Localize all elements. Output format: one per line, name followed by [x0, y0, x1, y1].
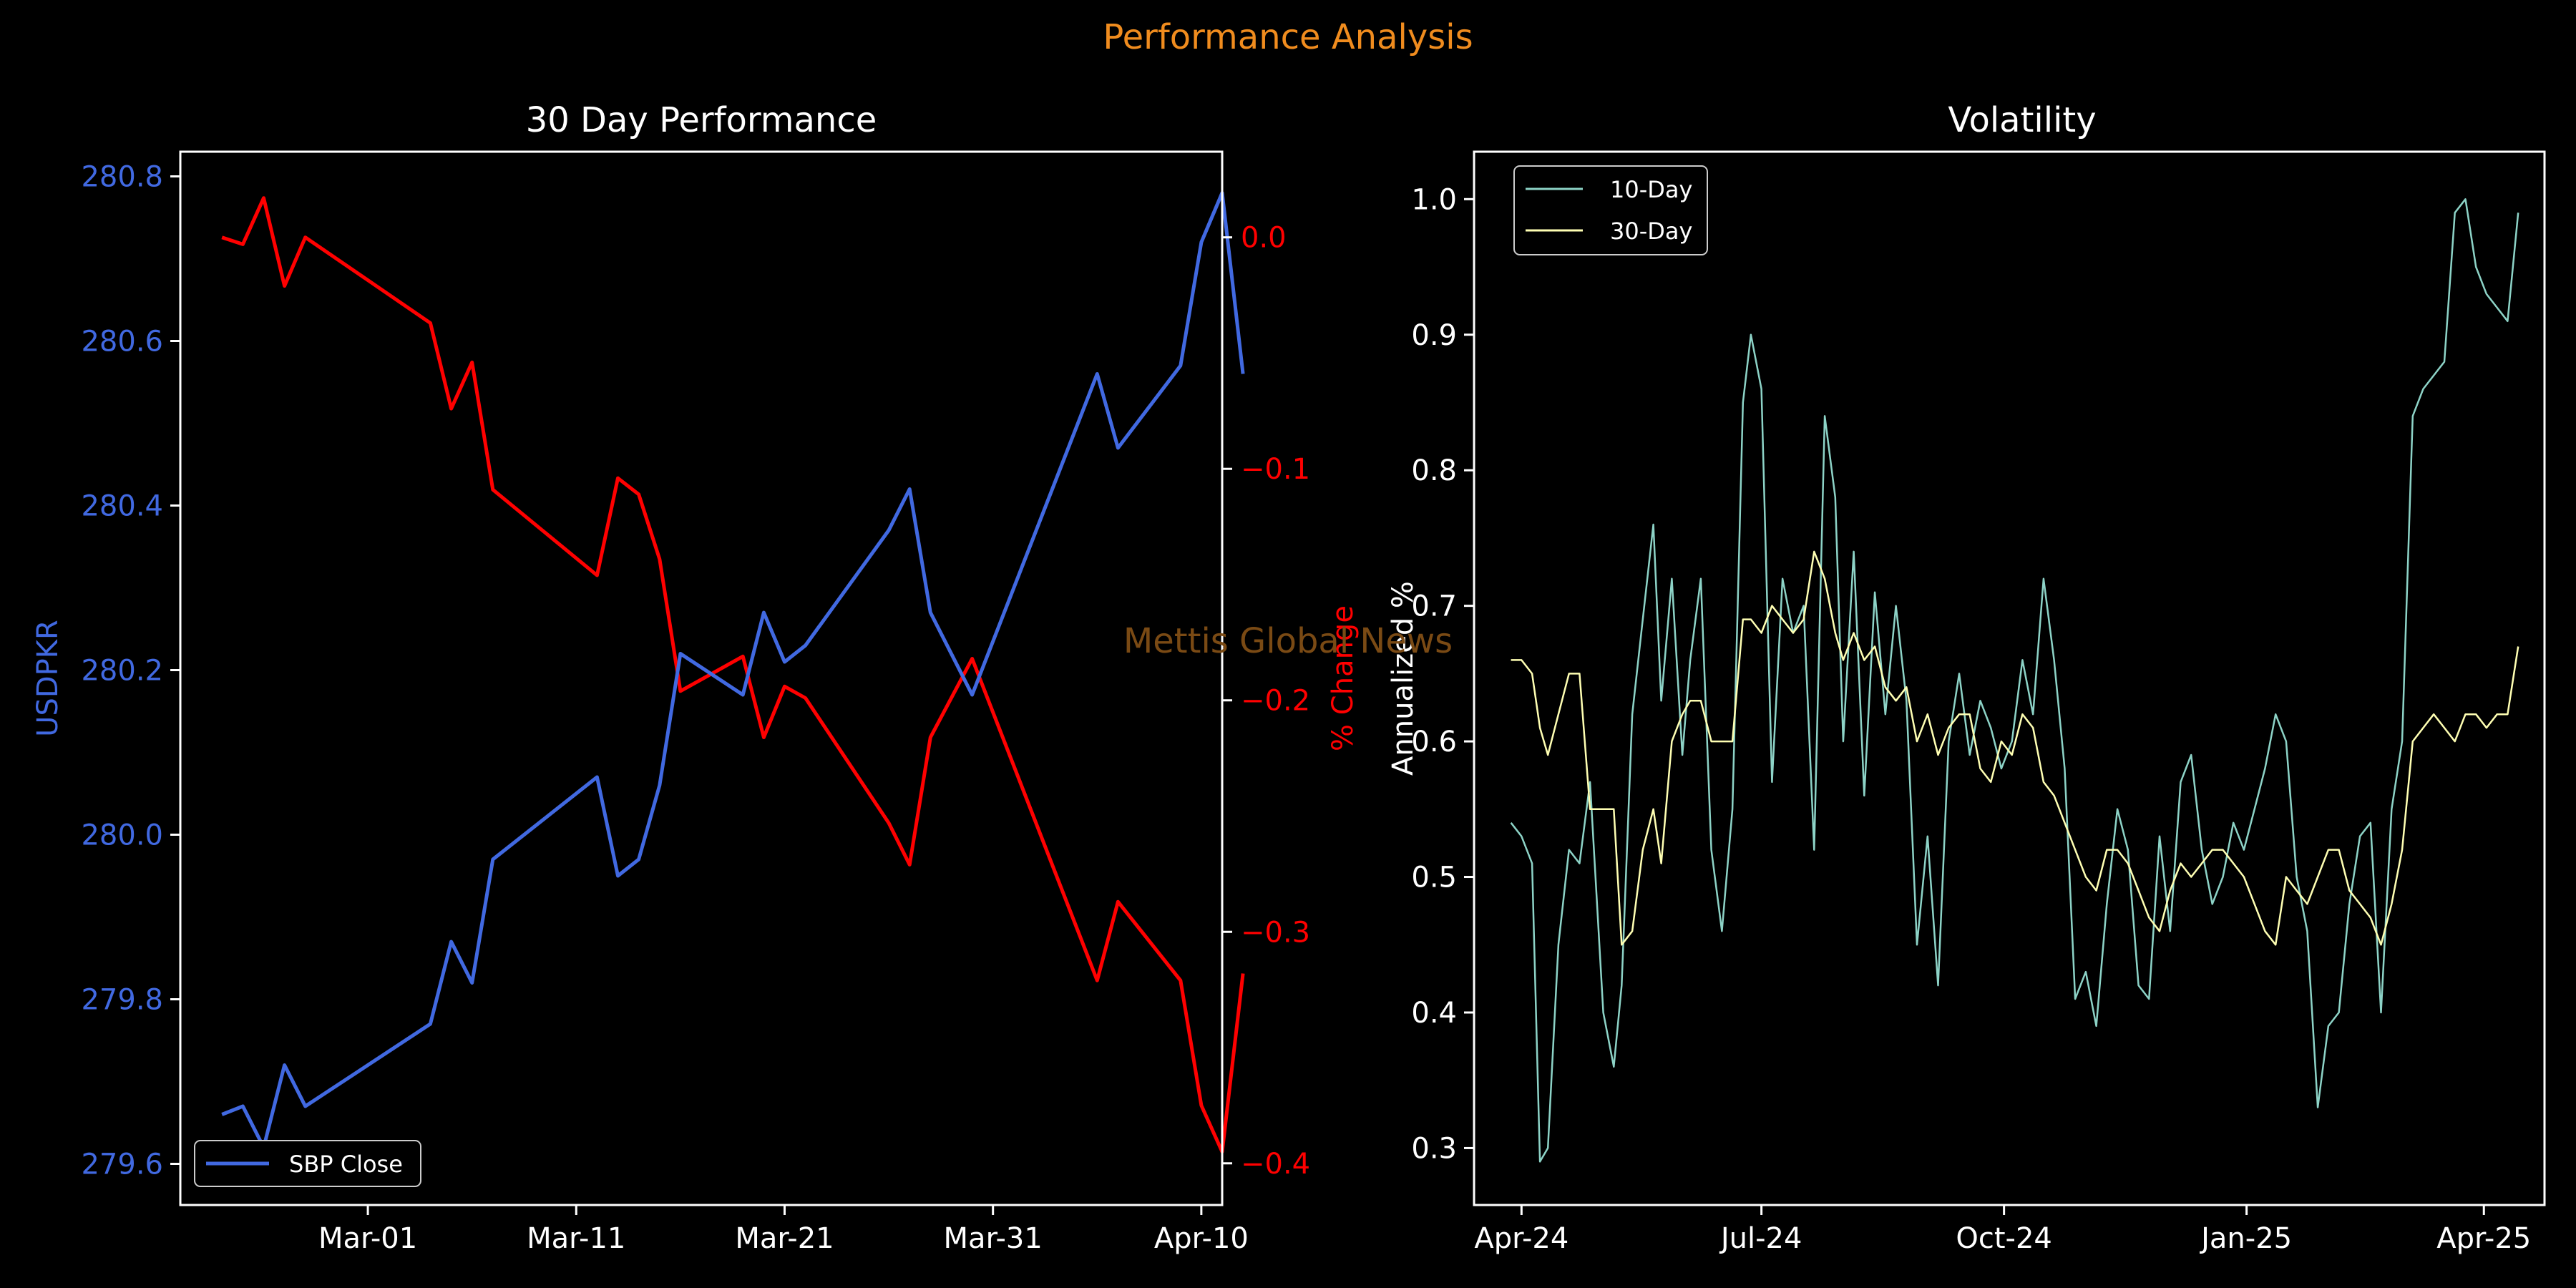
- y-tick-label: 0.7: [1411, 590, 1457, 623]
- volatility-series-layer: [1510, 198, 2519, 1163]
- y-tick-label: 0.6: [1411, 726, 1457, 758]
- performance-y-axis-label: USDPKR: [31, 620, 64, 737]
- sbp-close-line: [221, 191, 1245, 1149]
- volatility-chart: Volatility Apr-24 Jul-24 Oct-24 Jan-25 Apr-2…: [1387, 100, 2546, 1255]
- y-tick-label: 280.0: [81, 819, 163, 852]
- volatility-legend: 10-Day 30-Day: [1513, 165, 1708, 255]
- volatility-chart-title: Volatility: [1948, 100, 2096, 140]
- y2-tick-label: −0.1: [1241, 453, 1310, 486]
- volatility-plot-frame: [1473, 150, 2546, 1206]
- x-tick-label: Apr-24: [1474, 1222, 1568, 1255]
- volatility-legend-label-30day: 30-Day: [1610, 218, 1692, 245]
- performance-plot-frame: [179, 150, 1224, 1206]
- x-tick-label: Mar-21: [735, 1222, 834, 1255]
- volatility-y-axis-label: Annualized %: [1387, 581, 1420, 776]
- y-tick-label: 0.5: [1411, 862, 1457, 894]
- y-tick-label: 279.6: [81, 1148, 163, 1181]
- performance-axes: Mar-01 Mar-11 Mar-21 Mar-31 Apr-10 279.6 279.8…: [81, 161, 1310, 1256]
- x-tick-label: Apr-25: [2436, 1222, 2531, 1255]
- y-tick-label: 280.8: [81, 161, 163, 194]
- performance-legend: SBP Close: [194, 1140, 421, 1187]
- performance-legend-box: [194, 1140, 421, 1187]
- x-tick-label: Apr-10: [1154, 1222, 1249, 1255]
- vol-30day-line: [1511, 550, 2519, 946]
- y-tick-label: 0.9: [1411, 319, 1457, 352]
- y2-tick-label: −0.3: [1241, 916, 1310, 949]
- y2-tick-label: −0.4: [1241, 1148, 1310, 1181]
- performance-series-layer: [221, 191, 1245, 1154]
- performance-y2-axis-label: % Change: [1327, 605, 1360, 751]
- performance-chart-title: 30 Day Performance: [526, 100, 877, 140]
- y-tick-label: 0.4: [1411, 997, 1457, 1030]
- x-tick-label: Mar-01: [318, 1222, 417, 1255]
- y-tick-label: 0.8: [1411, 454, 1457, 487]
- suptitle: Performance Analysis: [1103, 17, 1473, 57]
- x-tick-label: Jan-25: [2199, 1222, 2292, 1255]
- watermark: Mettis Global News: [1123, 621, 1453, 661]
- x-tick-label: Oct-24: [1956, 1222, 2052, 1255]
- y2-tick-label: 0.0: [1241, 222, 1287, 255]
- y-tick-label: 280.4: [81, 490, 163, 523]
- y-tick-label: 280.6: [81, 326, 163, 358]
- volatility-legend-label-10day: 10-Day: [1610, 176, 1692, 203]
- x-tick-label: Mar-11: [527, 1222, 625, 1255]
- vol-10day-line: [1510, 198, 2519, 1163]
- volatility-axes: Apr-24 Jul-24 Oct-24 Jan-25 Apr-25 0.3 0.4 0.5 0…: [1411, 183, 2531, 1255]
- performance-chart: 30 Day Performance Mar-01 Mar-11 Mar-21 Mar…: [31, 100, 1360, 1255]
- x-tick-label: Mar-31: [944, 1222, 1043, 1255]
- x-tick-label: Jul-24: [1719, 1222, 1802, 1255]
- y-tick-label: 1.0: [1411, 183, 1457, 216]
- y-tick-label: 280.2: [81, 655, 163, 688]
- y-tick-label: 279.8: [81, 984, 163, 1017]
- y2-tick-label: −0.2: [1241, 685, 1310, 718]
- y-tick-label: 0.3: [1411, 1132, 1457, 1165]
- performance-legend-label: SBP Close: [289, 1151, 403, 1178]
